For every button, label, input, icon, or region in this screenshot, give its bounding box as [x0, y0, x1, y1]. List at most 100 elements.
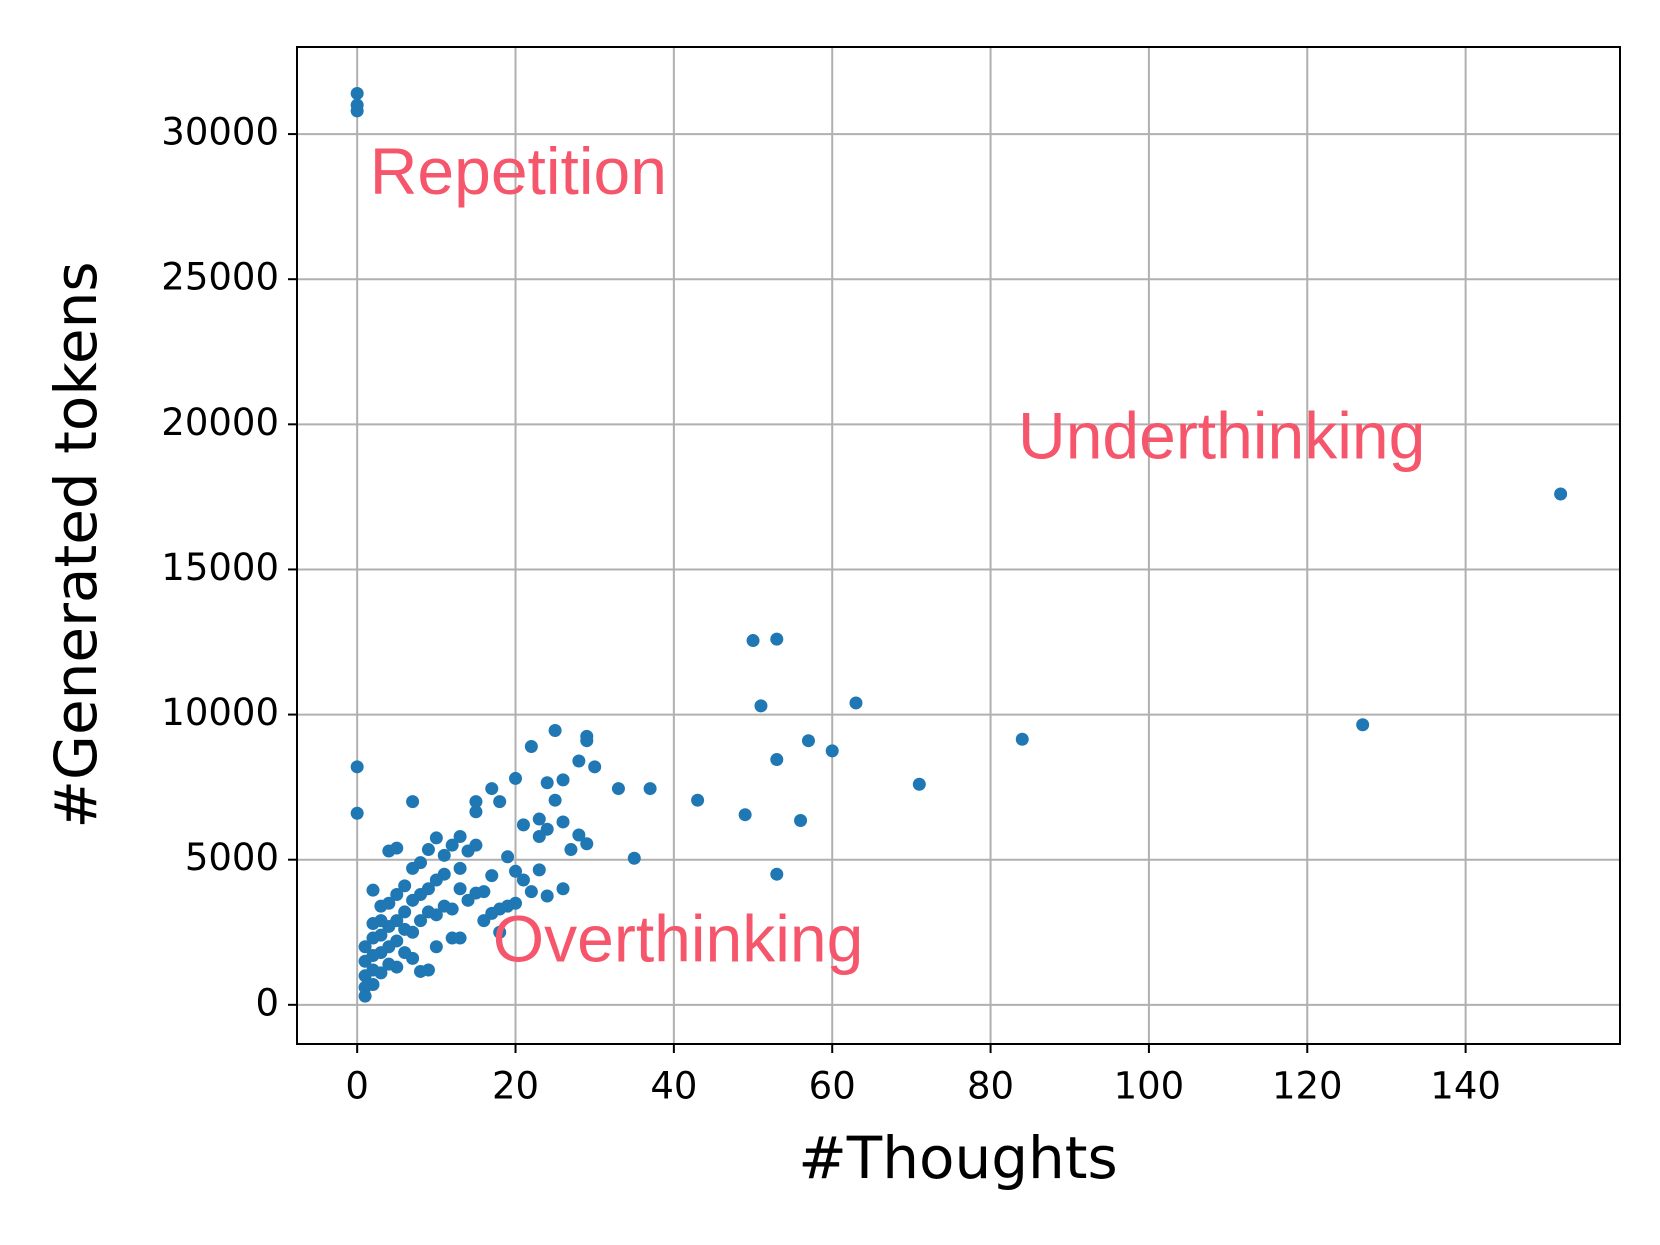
point: [611, 782, 625, 796]
point: [493, 795, 507, 809]
point: [398, 879, 412, 893]
point: [437, 899, 451, 913]
point: [524, 739, 538, 753]
x-tick-label: 20: [492, 1065, 539, 1108]
point: [406, 861, 420, 875]
x-tick-label: 140: [1430, 1065, 1501, 1108]
point: [1015, 732, 1029, 746]
point: [358, 989, 372, 1003]
point: [509, 864, 523, 878]
y-tick-label: 0: [255, 981, 279, 1024]
point: [390, 888, 404, 902]
point: [691, 793, 705, 807]
x-tick-label: 60: [809, 1065, 856, 1108]
plot-frame: [296, 46, 1621, 1045]
point: [532, 812, 546, 826]
point: [770, 753, 784, 767]
point: [414, 914, 428, 928]
point: [358, 969, 372, 983]
point: [374, 899, 388, 913]
point: [556, 882, 570, 896]
x-tick-label: 80: [967, 1065, 1014, 1108]
point: [794, 814, 808, 828]
point: [437, 848, 451, 862]
x-tick-label: 0: [345, 1065, 369, 1108]
point: [540, 889, 554, 903]
point: [493, 925, 507, 939]
point: [540, 776, 554, 790]
point: [469, 805, 483, 819]
point: [382, 957, 396, 971]
point: [469, 795, 483, 809]
point: [580, 837, 594, 851]
point: [406, 795, 420, 809]
point: [770, 867, 784, 881]
point: [738, 808, 752, 822]
point: [501, 850, 515, 864]
point: [572, 828, 586, 842]
point: [414, 964, 428, 978]
x-axis-label: #Thoughts: [798, 1124, 1118, 1192]
x-tick-label: 100: [1114, 1065, 1185, 1108]
point: [398, 946, 412, 960]
point: [358, 954, 372, 968]
point: [445, 931, 459, 945]
point: [509, 771, 523, 785]
y-tick-label: 30000: [161, 111, 279, 154]
point: [366, 917, 380, 931]
point: [556, 815, 570, 829]
point: [1356, 718, 1370, 732]
point: [801, 734, 815, 748]
point: [461, 844, 475, 858]
point: [746, 634, 760, 648]
annotation: Underthinking: [1018, 398, 1425, 472]
point: [350, 86, 364, 100]
point: [382, 844, 396, 858]
point: [532, 829, 546, 843]
point: [429, 873, 443, 887]
point: [524, 885, 538, 899]
point: [572, 754, 586, 768]
point: [406, 893, 420, 907]
x-tick-label: 120: [1272, 1065, 1343, 1108]
point: [1554, 487, 1568, 501]
point: [770, 632, 784, 646]
point: [532, 863, 546, 877]
point: [421, 905, 435, 919]
point: [453, 829, 467, 843]
point: [516, 818, 530, 832]
point: [429, 831, 443, 845]
point: [366, 931, 380, 945]
point: [643, 782, 657, 796]
point: [580, 734, 594, 748]
point: [358, 940, 372, 954]
point: [849, 696, 863, 710]
point: [350, 104, 364, 118]
y-tick-label: 5000: [185, 836, 279, 879]
x-tick-label: 40: [650, 1065, 697, 1108]
point: [421, 843, 435, 857]
point: [445, 838, 459, 852]
point: [548, 724, 562, 738]
point: [366, 883, 380, 897]
point: [825, 744, 839, 758]
annotation: Repetition: [370, 134, 667, 208]
annotation: Overthinking: [493, 902, 864, 976]
point: [485, 869, 499, 883]
point: [516, 873, 530, 887]
point: [350, 760, 364, 774]
point: [453, 861, 467, 875]
point: [754, 699, 768, 713]
point: [461, 893, 475, 907]
point: [477, 914, 491, 928]
point: [564, 843, 578, 857]
point: [588, 760, 602, 774]
y-tick-label: 20000: [161, 401, 279, 444]
point: [398, 905, 412, 919]
point: [350, 806, 364, 820]
point: [398, 922, 412, 936]
point: [453, 882, 467, 896]
point: [627, 851, 641, 865]
point: [485, 782, 499, 796]
